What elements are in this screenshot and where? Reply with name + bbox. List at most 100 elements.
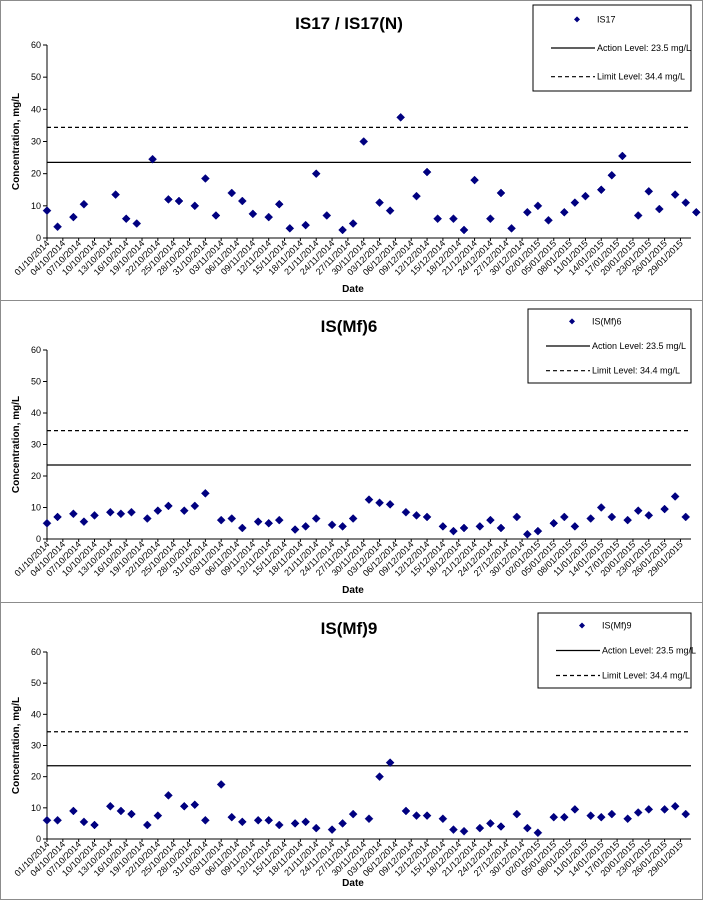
data-point [253,517,263,527]
data-point [69,806,78,816]
chart-panel-2: IS(Mf)6 Concentration, mg/L 0 10 20 30 40 50 60 0… [0,300,703,603]
data-point [433,214,442,224]
data-point [132,219,142,228]
y-tick-label: 30 [31,137,41,147]
data-point [533,526,543,536]
data-point [496,523,506,533]
data-point [190,800,200,810]
y-axis-label: Concentration, mg/L [11,396,22,493]
data-point [248,209,258,219]
legend-label-series: IS17 [597,14,616,24]
y-tick-label: 50 [31,678,41,688]
y-tick-label: 10 [31,503,41,513]
data-point [116,806,126,816]
data-point [523,207,532,217]
data-point [253,815,263,825]
data-point [79,199,89,209]
data-point [153,506,163,516]
data-point [681,198,691,207]
data-point [385,499,395,509]
data-point [581,191,590,201]
data-point [623,515,633,525]
data-point [69,212,78,222]
data-point [496,188,506,198]
data-point [654,204,664,214]
legend-label-action: Action Level: 23.5 mg/L [592,341,686,351]
data-point [486,515,495,525]
data-point [69,509,78,519]
data-point [570,522,580,531]
data-point [164,195,173,204]
data-point [607,809,617,819]
data-point [670,801,680,811]
data-point [264,815,274,825]
data-point [496,822,506,831]
y-tick-label: 0 [36,233,41,243]
data-point [348,514,358,523]
data-point [274,820,284,830]
data-point [459,225,469,235]
data-point [475,823,485,833]
data-point [111,190,120,199]
data-point [644,511,654,520]
data-point [121,214,131,224]
y-tick-label: 20 [31,169,41,179]
data-point [311,823,321,833]
data-point [364,495,374,504]
y-tick-label: 50 [31,377,41,387]
legend-label-limit: Limit Level: 34.4 mg/L [597,72,685,82]
data-point [364,814,374,824]
y-tick-label: 60 [31,40,41,50]
data-point [607,512,617,522]
data-point [449,825,458,835]
data-point [105,507,115,517]
data-point [633,506,643,516]
y-tick-label: 30 [31,741,41,751]
data-point [422,811,432,820]
data-point [412,811,421,820]
y-tick-label: 0 [36,534,41,544]
y-tick-label: 0 [36,834,41,844]
data-point [216,780,226,789]
data-point [375,498,384,508]
data-point [559,512,569,522]
legend-label-limit: Limit Level: 34.4 mg/L [592,366,680,376]
data-point [237,817,247,827]
data-point [644,805,654,814]
data-point [570,198,580,207]
data-point [681,512,691,522]
data-point [375,772,384,782]
data-point [301,522,311,531]
x-axis-label: Date [342,878,364,889]
data-point [174,196,184,206]
data-point [586,514,596,523]
data-point [211,211,221,220]
legend-marker-series [569,318,575,325]
data-point [179,801,189,811]
y-tick-label: 20 [31,772,41,782]
chart-title: IS(Mf)6 [321,317,378,336]
data-point [322,211,332,220]
data-point [153,811,163,820]
chart-panel-1: IS17 / IS17(N) Concentration, mg/L 0 10 20 30… [0,0,703,301]
data-point [164,791,173,800]
data-point [142,820,152,830]
y-axis-label: Concentration, mg/L [11,697,22,794]
data-point [227,514,237,523]
data-point [691,207,701,217]
data-point [512,512,522,522]
y-tick-label: 40 [31,709,41,719]
data-point [618,151,627,161]
legend-marker-series [579,622,585,629]
data-point [596,185,606,195]
data-point [42,815,52,825]
data-point [264,212,274,222]
y-tick-label: 40 [31,104,41,114]
y-tick-label: 10 [31,803,41,813]
data-point [607,170,617,180]
legend-label-series: IS(Mf)9 [602,621,632,631]
chart-title: IS17 / IS17(N) [295,14,403,33]
data-point [633,211,643,220]
data-point [53,512,62,522]
